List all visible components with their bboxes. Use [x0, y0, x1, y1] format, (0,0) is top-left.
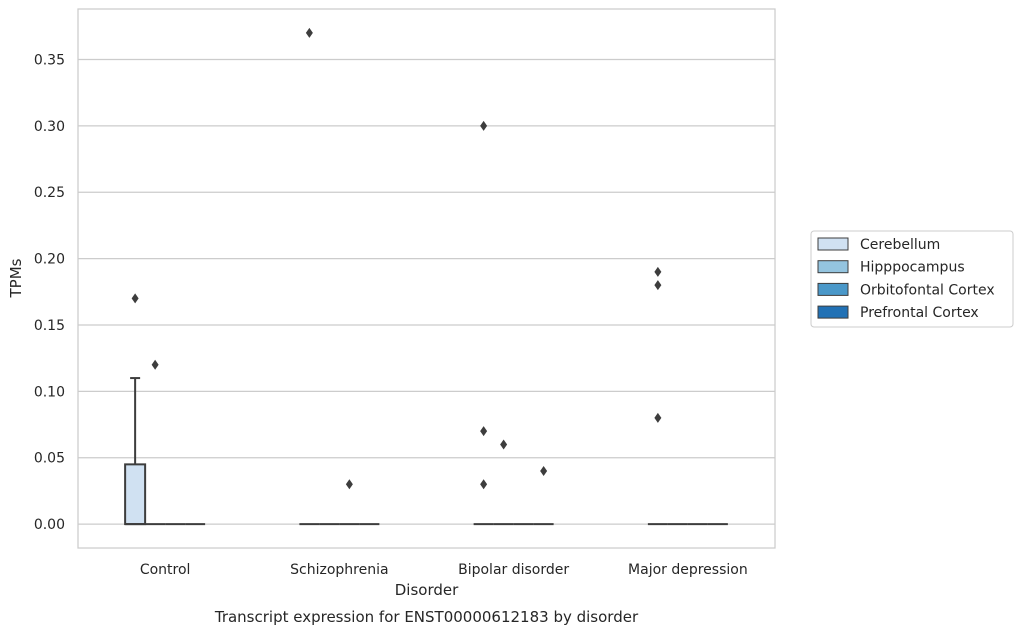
legend-label: Hipppocampus: [860, 260, 965, 276]
outlier-point: [500, 439, 508, 450]
outlier-point: [480, 426, 488, 437]
y-tick-label: 0.25: [34, 185, 65, 201]
outlier-point: [480, 479, 488, 490]
x-tick-label: Major depression: [628, 562, 748, 578]
box: [124, 463, 147, 526]
legend-swatch: [817, 282, 849, 296]
y-axis-label: TPMs: [7, 258, 25, 298]
x-tick-label: Bipolar disorder: [458, 562, 569, 578]
outlier-point: [131, 293, 139, 304]
outliers: [131, 27, 662, 490]
outlier-point: [305, 27, 313, 38]
y-tick-label: 0.20: [34, 252, 65, 268]
legend-label: Orbitofontal Cortex: [860, 282, 995, 298]
plot-area: [77, 8, 776, 549]
x-tick-label: Schizophrenia: [290, 562, 388, 578]
legend-label: Cerebellum: [860, 237, 940, 253]
legend-swatch: [817, 305, 849, 319]
outlier-point: [480, 120, 488, 131]
outlier-point: [654, 412, 662, 423]
y-tick-label: 0.05: [34, 451, 65, 467]
y-tick-label: 0.35: [34, 52, 65, 68]
gridlines: [78, 58, 775, 525]
y-tick-label: 0.00: [34, 517, 65, 533]
legend-swatch: [817, 237, 849, 251]
outlier-point: [654, 266, 662, 277]
boxes: [124, 377, 728, 526]
outlier-point: [345, 479, 353, 490]
legend-frame: [810, 230, 1014, 328]
x-axis-label: Disorder: [395, 581, 459, 599]
legend-label: Prefrontal Cortex: [860, 305, 979, 321]
outlier-point: [540, 466, 548, 476]
y-tick-label: 0.10: [34, 384, 65, 400]
chart-caption: Transcript expression for ENST0000061218…: [214, 608, 639, 626]
outlier-point: [654, 280, 662, 291]
x-tick-label: Control: [140, 562, 191, 578]
legend-swatch: [817, 260, 849, 274]
y-tick-label: 0.15: [34, 318, 65, 334]
y-tick-label: 0.30: [34, 119, 65, 135]
outlier-point: [151, 359, 159, 370]
y-axis-ticks: 0.00 0.05 0.10 0.15 0.20 0.25 0.30 0.35: [34, 52, 65, 533]
x-axis-ticks: Control Schizophrenia Bipolar disorder Majo…: [140, 562, 748, 578]
legend: Cerebellum Hipppocampus Orbitofontal Corte…: [810, 230, 1014, 328]
